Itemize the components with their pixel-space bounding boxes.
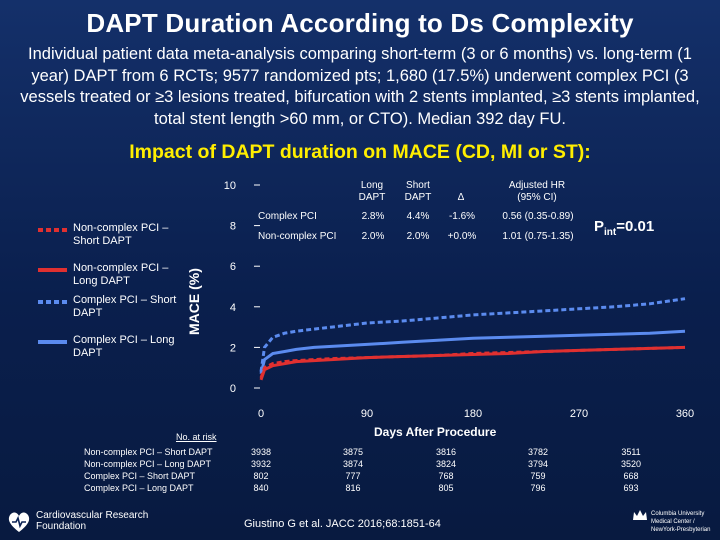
legend-swatch	[38, 228, 67, 232]
columbia-logo-text: Columbia University Medical Center / New…	[651, 511, 711, 533]
table-cell-hr: 0.56 (0.35-0.89)	[502, 211, 574, 222]
table-header-hr: Adjusted HR (95% CI)	[508, 180, 566, 203]
table-cell-long: 2.0%	[361, 231, 385, 242]
legend-label: Complex PCI – Long DAPT	[73, 334, 175, 359]
legend-label: Non-complex PCI – Short DAPT	[73, 222, 169, 247]
risk-cell: 802	[253, 471, 269, 481]
risk-cell: 805	[438, 483, 454, 493]
y-tick-label: 4	[230, 302, 236, 314]
x-tick-label: 360	[676, 408, 694, 420]
p-interaction-label: P	[594, 218, 605, 235]
table-row-group: Non-complex PCI	[258, 231, 337, 242]
risk-cell: 3824	[435, 459, 457, 469]
y-tick-label: 10	[224, 180, 236, 192]
y-tick-label: 2	[230, 342, 236, 354]
risk-cell: 840	[253, 483, 269, 493]
risk-cell: 3938	[250, 447, 272, 457]
risk-row-label: Complex PCI – Long DAPT	[84, 483, 194, 493]
risk-table-title: No. at risk	[176, 432, 217, 442]
risk-row-label: Complex PCI – Short DAPT	[84, 471, 196, 481]
crf-logo-text: Cardiovascular Research Foundation	[36, 510, 149, 532]
y-tick-label: 0	[230, 383, 236, 395]
risk-cell: 777	[345, 471, 361, 481]
columbia-crown-icon	[632, 508, 648, 527]
table-header-long: Long DAPT	[358, 180, 386, 203]
crf-logo-icon	[8, 512, 30, 532]
x-tick-label: 90	[361, 408, 373, 420]
risk-cell: 693	[623, 483, 639, 493]
citation: Giustino G et al. JACC 2016;68:1851-64	[244, 518, 441, 530]
legend-label: Complex PCI – Short DAPT	[73, 294, 177, 319]
table-cell-short: 2.0%	[406, 231, 430, 242]
table-cell-long: 2.8%	[361, 211, 385, 222]
series-line-non-complex-pci-short-dapt	[259, 345, 686, 379]
crf-logo: Cardiovascular Research Foundation	[6, 510, 148, 539]
series-line-complex-pci-long-dapt	[259, 329, 686, 375]
p-interaction-sub: int	[604, 227, 617, 238]
table-header-delta: Δ	[457, 192, 465, 203]
risk-cell: 3782	[527, 447, 549, 457]
series-line-non-complex-pci-long-dapt	[259, 345, 686, 381]
legend-swatch	[38, 340, 67, 344]
chart-heading: Impact of DAPT duration on MACE (CD, MI …	[129, 141, 591, 163]
table-header-short: Short DAPT	[404, 180, 432, 203]
slide-title: DAPT Duration According to Ds Complexity	[86, 8, 634, 38]
legend-label: Non-complex PCI – Long DAPT	[73, 262, 169, 287]
risk-cell: 3932	[250, 459, 272, 469]
risk-cell: 796	[530, 483, 546, 493]
y-tick-label: 6	[230, 261, 236, 273]
risk-cell: 816	[345, 483, 361, 493]
table-cell-delta: +0.0%	[447, 231, 477, 242]
table-cell-short: 4.4%	[406, 211, 430, 222]
table-cell-hr: 1.01 (0.75-1.35)	[502, 231, 574, 242]
risk-cell: 668	[623, 471, 639, 481]
risk-cell: 768	[438, 471, 454, 481]
x-axis-label: Days After Procedure	[374, 425, 497, 439]
risk-cell: 3511	[621, 447, 641, 457]
y-tick-label: 8	[230, 221, 236, 233]
table-row-group: Complex PCI	[258, 211, 317, 222]
risk-cell: 3875	[342, 447, 364, 457]
table-cell-delta: -1.6%	[448, 211, 476, 222]
risk-cell: 3794	[527, 459, 549, 469]
risk-row-label: Non-complex PCI – Long DAPT	[84, 459, 212, 469]
x-tick-label: 180	[464, 408, 482, 420]
risk-cell: 3874	[342, 459, 364, 469]
x-tick-label: 0	[258, 408, 264, 420]
p-interaction-value: =0.01	[616, 218, 655, 235]
legend-swatch	[38, 268, 67, 272]
risk-cell: 3816	[435, 447, 457, 457]
series-line-complex-pci-short-dapt	[259, 297, 686, 373]
risk-row-label: Non-complex PCI – Short DAPT	[84, 447, 213, 457]
legend-swatch	[38, 300, 67, 304]
x-tick-label: 270	[570, 408, 588, 420]
risk-cell: 3520	[620, 459, 642, 469]
slide-subtitle: Individual patient data meta-analysis co…	[20, 45, 700, 128]
risk-cell: 759	[530, 471, 546, 481]
p-interaction: Pint=0.01	[594, 218, 654, 238]
